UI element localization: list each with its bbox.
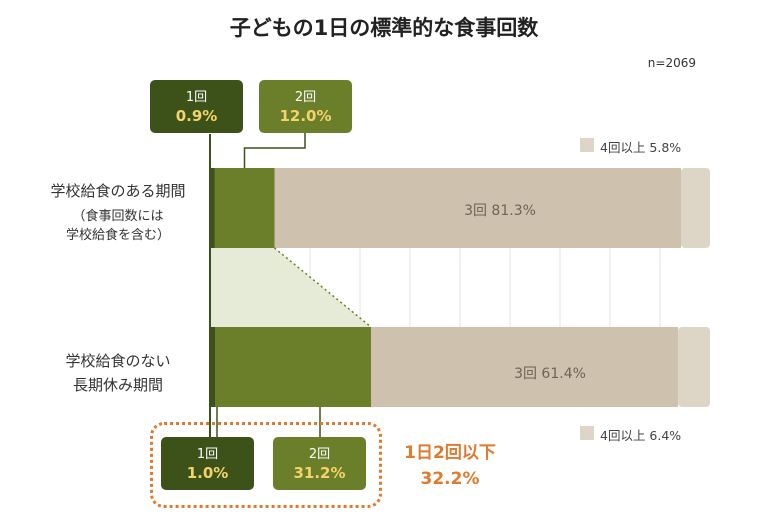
row-label-main-1: 学校給食のない: [65, 352, 171, 370]
bar-row2-three: [371, 327, 678, 407]
callout-key: 1回: [185, 90, 208, 105]
row-label-long-holiday: 学校給食のない 長期休み期間: [28, 350, 208, 395]
row-label-sub2: 学校給食を含む）: [65, 228, 170, 243]
bar-row1-twice: [214, 168, 275, 248]
callout-row1-once: 1回 0.9%: [150, 80, 243, 133]
callout-value: 1.0%: [186, 464, 229, 482]
leader-row1-twice: [243, 133, 306, 168]
bar-row2-twice: [215, 327, 371, 407]
legend-swatch-4plus: [580, 138, 594, 152]
connector-dotted-line: [274, 247, 372, 328]
bars: [210, 168, 710, 407]
callout-row2-twice: 2回 31.2%: [273, 437, 366, 490]
bar-row1-three: [274, 168, 681, 248]
legend-row2-4plus: 4回以上 6.4%: [600, 428, 682, 443]
connectors: [209, 133, 372, 437]
callout-value: 0.9%: [175, 107, 218, 125]
summary-line2: 32.2%: [420, 469, 480, 489]
row-label-main: 学校給食のある期間: [50, 182, 186, 200]
legend-swatch-4plus: [580, 426, 594, 440]
sample-size: n=2069: [647, 56, 696, 70]
summary-annotation: 1日2回以下 32.2%: [385, 440, 515, 492]
bar-row2-once: [210, 327, 215, 407]
legend-row1-4plus: 4回以上 5.8%: [600, 140, 682, 155]
bar-label-row2-three: 3回 61.4%: [514, 366, 586, 382]
highlight-box: [150, 422, 382, 508]
callout-row1-twice: 2回 12.0%: [259, 80, 352, 133]
chart-title: 子どもの1日の標準的な食事回数: [229, 16, 539, 40]
bar-row2-fourplus: [678, 327, 710, 407]
row-label-main-2: 長期休み期間: [72, 376, 163, 394]
row-label-school-lunch: 学校給食のある期間 （食事回数には 学校給食を含む）: [28, 180, 208, 243]
callout-key: 1回: [196, 447, 219, 462]
callout-key: 2回: [308, 447, 331, 462]
bar-row1-once: [210, 168, 215, 248]
callout-value: 12.0%: [279, 107, 332, 125]
callout-row2-once: 1回 1.0%: [161, 437, 254, 490]
row-label-sub1: （食事回数には: [72, 209, 164, 224]
callout-key: 2回: [294, 90, 317, 105]
bar-label-row1-three: 3回 81.3%: [464, 203, 536, 219]
callout-value: 31.2%: [293, 464, 346, 482]
summary-line1: 1日2回以下: [404, 443, 496, 463]
connector-area: [210, 248, 371, 327]
bar-row1-fourplus: [681, 168, 710, 248]
